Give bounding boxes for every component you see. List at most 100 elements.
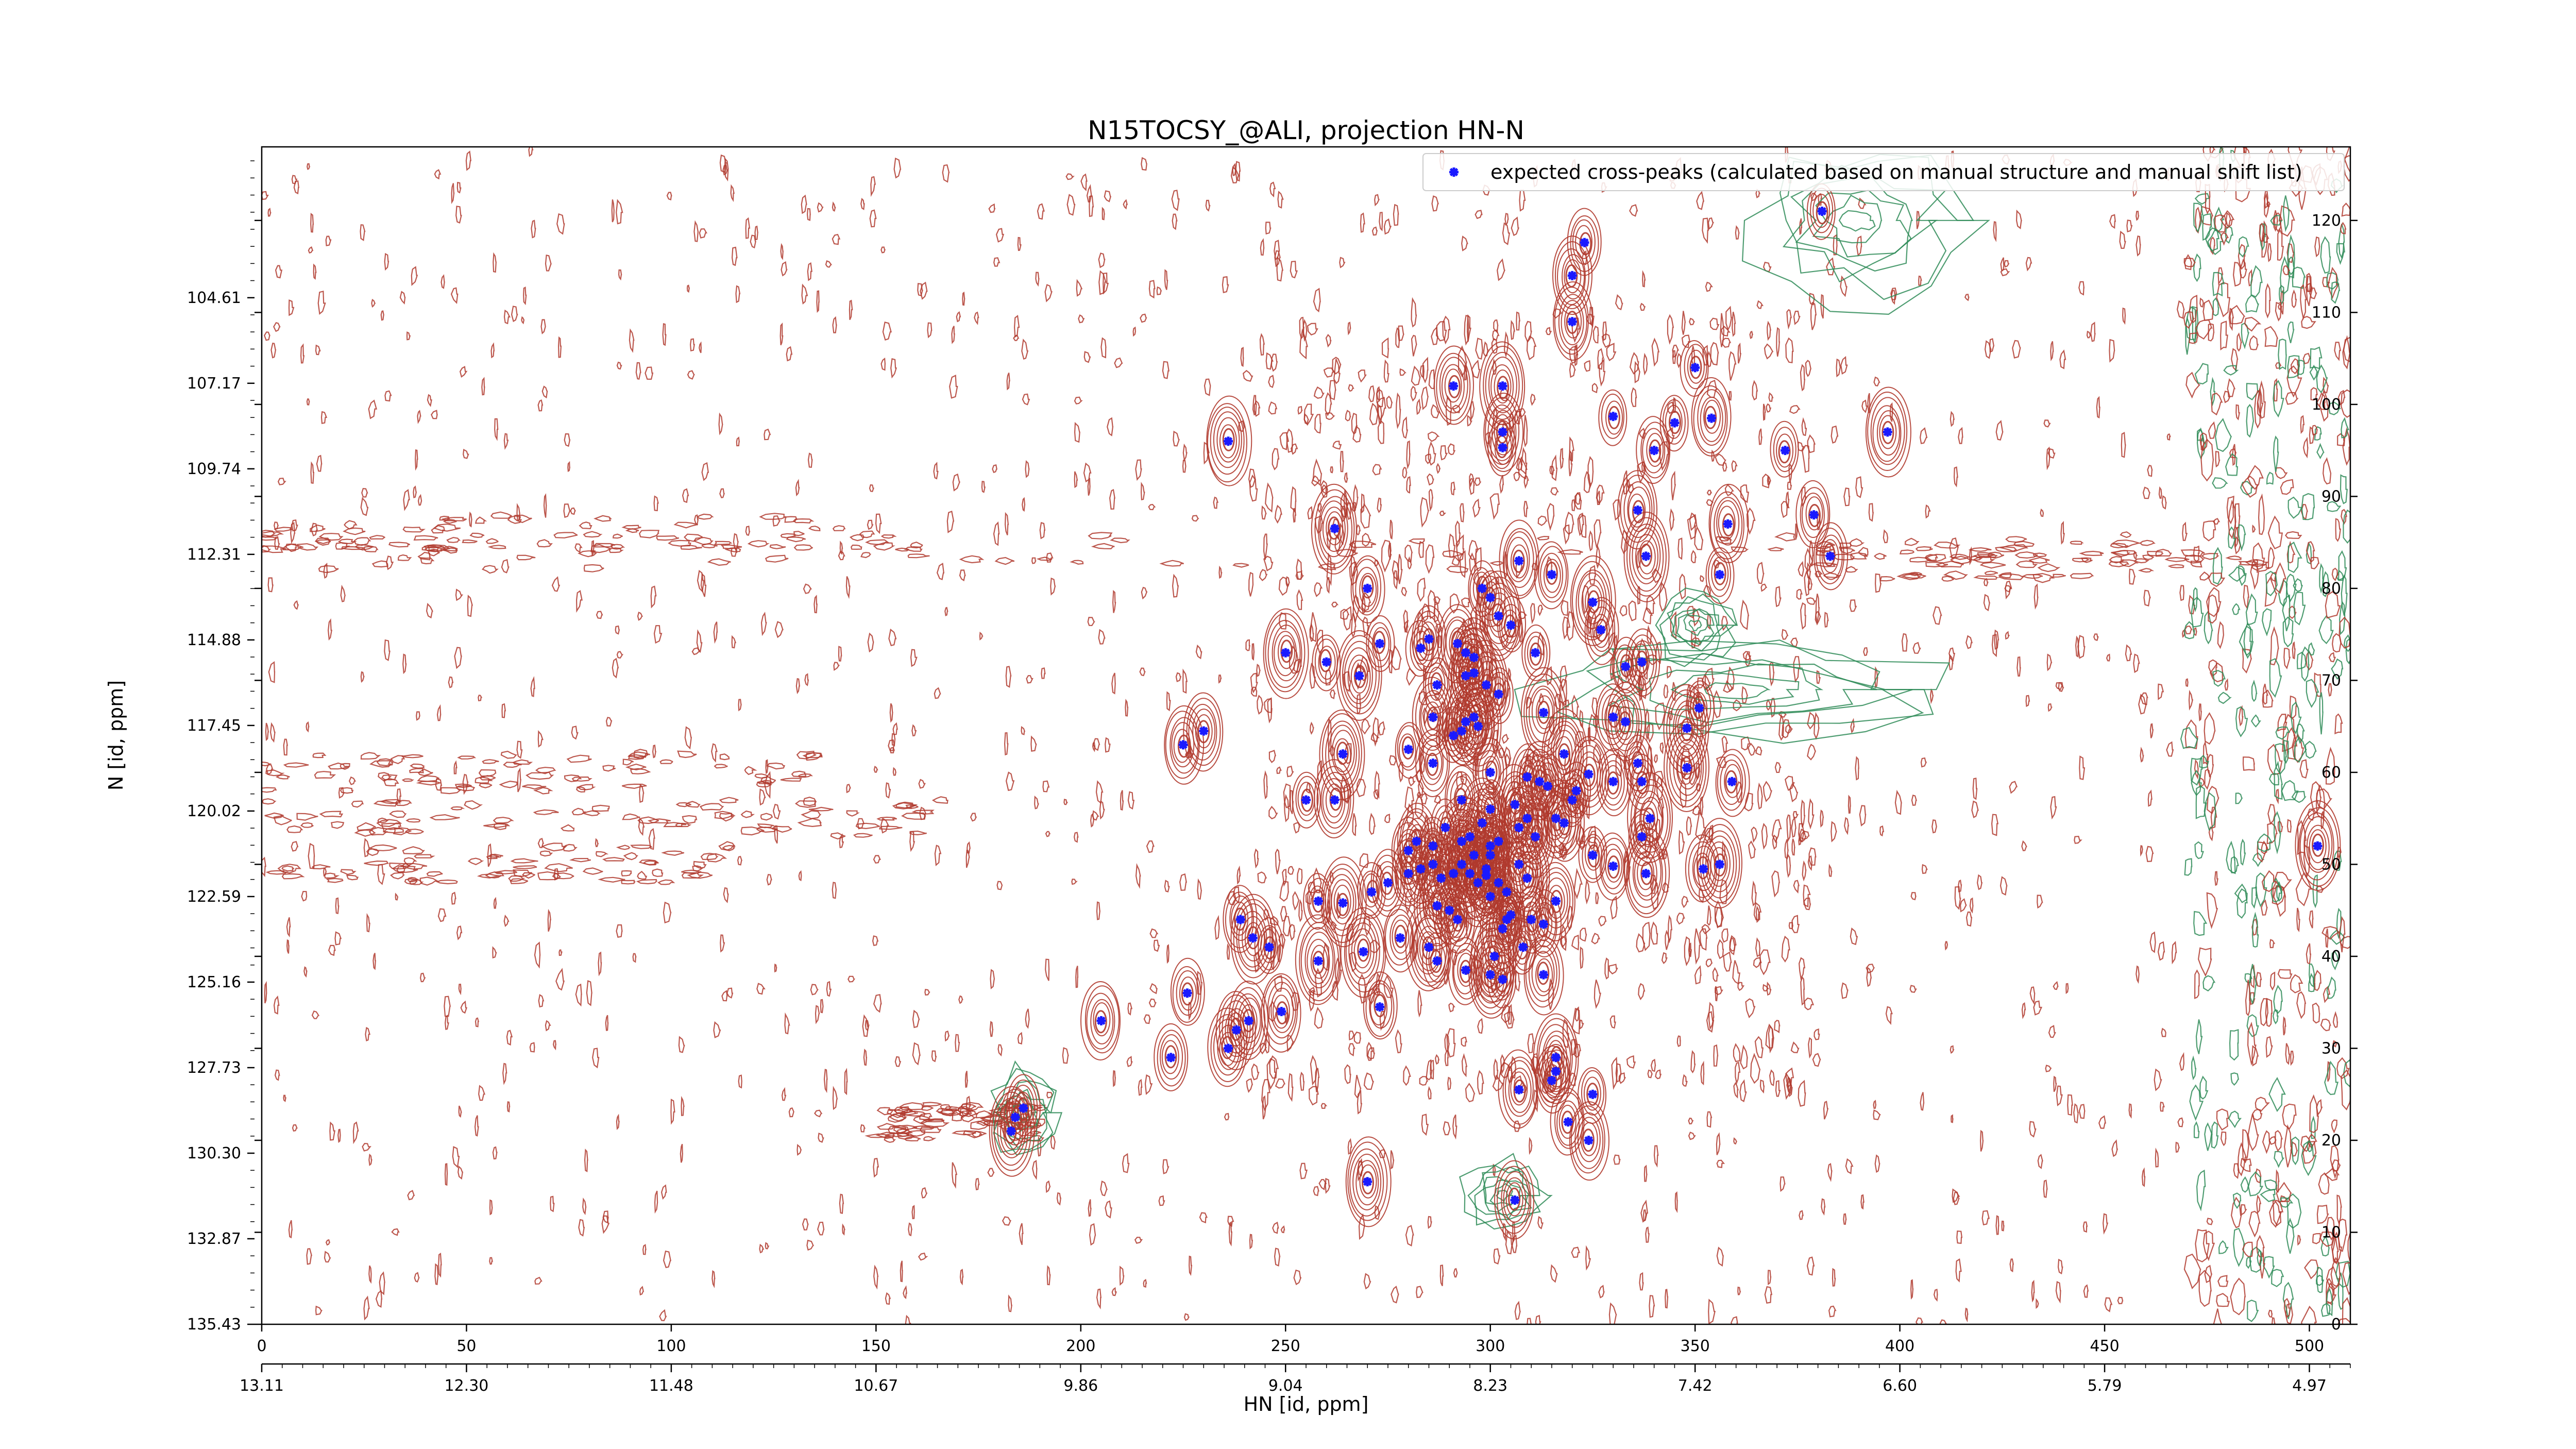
contour-line: [1622, 470, 1628, 495]
contour-line: [907, 553, 930, 559]
contour-line: [1261, 505, 1267, 520]
contour-line: [2180, 727, 2198, 749]
contour-line: [621, 880, 636, 885]
contour-line: [434, 169, 442, 180]
contour-line: [988, 203, 996, 213]
contour-line: [1402, 466, 1408, 479]
contour-line: [1760, 583, 1768, 592]
contour-line: [1717, 939, 1724, 959]
contour-line: [2334, 342, 2342, 361]
contour-line: [772, 515, 781, 527]
contour-line: [659, 759, 673, 764]
peak-contour-ring: [1495, 969, 1508, 992]
peak-contour-ring: [1529, 642, 1542, 666]
contour-line: [618, 269, 622, 281]
contour-line: [2336, 243, 2345, 265]
contour-line: [2251, 679, 2258, 702]
contour-line: [1550, 487, 1559, 496]
contour-line: [1769, 1069, 1775, 1086]
contour-line: [2120, 531, 2132, 538]
peak-contour-ring: [1009, 1080, 1038, 1137]
contour-line: [2140, 845, 2143, 857]
contour-line: [684, 726, 692, 750]
contour-line: [545, 1020, 551, 1032]
contour-line: [318, 533, 344, 541]
contour-line: [273, 322, 281, 332]
x-index-tick-label: 200: [1066, 1337, 1095, 1355]
contour-line: [1619, 605, 1628, 617]
contour-line: [265, 769, 285, 777]
peak-contour-ring: [1444, 890, 1473, 947]
contour-line: [900, 1260, 903, 1283]
contour-line: [1973, 575, 1999, 580]
contour-line: [2025, 695, 2030, 707]
contour-line: [1045, 958, 1050, 981]
contour-line: [1342, 605, 1352, 631]
contour-line: [719, 813, 735, 822]
cross-peak-marker: [1199, 726, 1209, 736]
peak-contour-ring: [1545, 561, 1558, 585]
contour-line: [2259, 223, 2265, 243]
contour-line: [2227, 378, 2236, 397]
contour-line: [1467, 1165, 1541, 1226]
peak-contour-ring: [1628, 839, 1663, 908]
contour-line: [2210, 806, 2217, 829]
contour-line: [1964, 294, 1970, 301]
contour-line: [726, 987, 734, 999]
contour-line: [2282, 265, 2291, 276]
contour-line: [2246, 383, 2260, 400]
peak-contour-ring: [1258, 925, 1281, 971]
contour-line: [2031, 1279, 2035, 1303]
contour-line: [756, 983, 766, 995]
contour-line: [1911, 795, 1917, 806]
contour-line: [2205, 227, 2220, 251]
contour-line: [1702, 217, 1709, 244]
contour-line: [687, 871, 713, 879]
contour-line: [859, 530, 875, 538]
contour-line: [2341, 509, 2347, 525]
peak-contour-ring: [1557, 743, 1570, 767]
contour-line: [2223, 391, 2231, 403]
contour-line: [1731, 460, 1738, 473]
y-ppm-tick-label: 120.02: [187, 802, 241, 820]
contour-line: [1427, 1216, 1432, 1229]
contour-line: [1569, 362, 1576, 378]
contour-line: [2326, 1277, 2334, 1306]
peak-contour-ring: [1614, 699, 1638, 745]
peak-contour-ring: [1361, 1171, 1374, 1194]
peak-contour-ring: [1687, 349, 1705, 384]
peak-contour-ring: [1531, 688, 1555, 734]
contour-line: [348, 776, 357, 785]
peak-contour-ring: [1583, 763, 1596, 787]
contour-line: [399, 291, 406, 305]
contour-line: [2268, 772, 2280, 786]
cross-peak-marker: [1580, 238, 1589, 247]
contour-line: [1266, 1058, 1277, 1090]
contour-line: [2177, 1117, 2184, 1127]
contour-line: [384, 390, 392, 402]
contour-line: [1972, 555, 1995, 563]
contour-line: [426, 602, 434, 619]
contour-line: [1353, 1031, 1362, 1044]
contour-line: [784, 1012, 790, 1035]
cross-peak-marker: [1416, 864, 1426, 874]
y-ppm-tick-label: 107.17: [187, 375, 241, 393]
contour-line: [2283, 1298, 2291, 1318]
x-index-tick-label: 250: [1271, 1337, 1300, 1355]
contour-line: [598, 877, 625, 883]
peak-contour-ring: [1181, 982, 1194, 1006]
contour-line: [1915, 1317, 1924, 1324]
contour-line: [885, 1133, 909, 1137]
contour-line: [1371, 226, 1378, 236]
contour-line: [1444, 1049, 1449, 1066]
contour-line: [1604, 957, 1609, 980]
contour-line: [885, 782, 891, 799]
contour-line: [427, 394, 432, 407]
contour-line: [1283, 794, 1290, 822]
contour-line: [1950, 1045, 1955, 1054]
peak-contour-ring: [1635, 650, 1648, 674]
contour-line: [2243, 621, 2252, 659]
contour-line: [1513, 471, 1520, 482]
contour-line: [2145, 846, 2154, 862]
contour-line: [1694, 928, 1701, 965]
